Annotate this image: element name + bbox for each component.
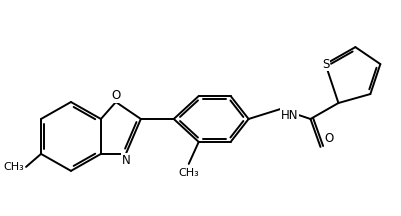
Text: O: O [324, 132, 334, 145]
Text: CH₃: CH₃ [178, 168, 199, 178]
Text: O: O [111, 89, 120, 102]
Text: S: S [322, 58, 329, 71]
Text: CH₃: CH₃ [3, 162, 24, 172]
Text: HN: HN [281, 109, 298, 122]
Text: N: N [122, 154, 130, 167]
